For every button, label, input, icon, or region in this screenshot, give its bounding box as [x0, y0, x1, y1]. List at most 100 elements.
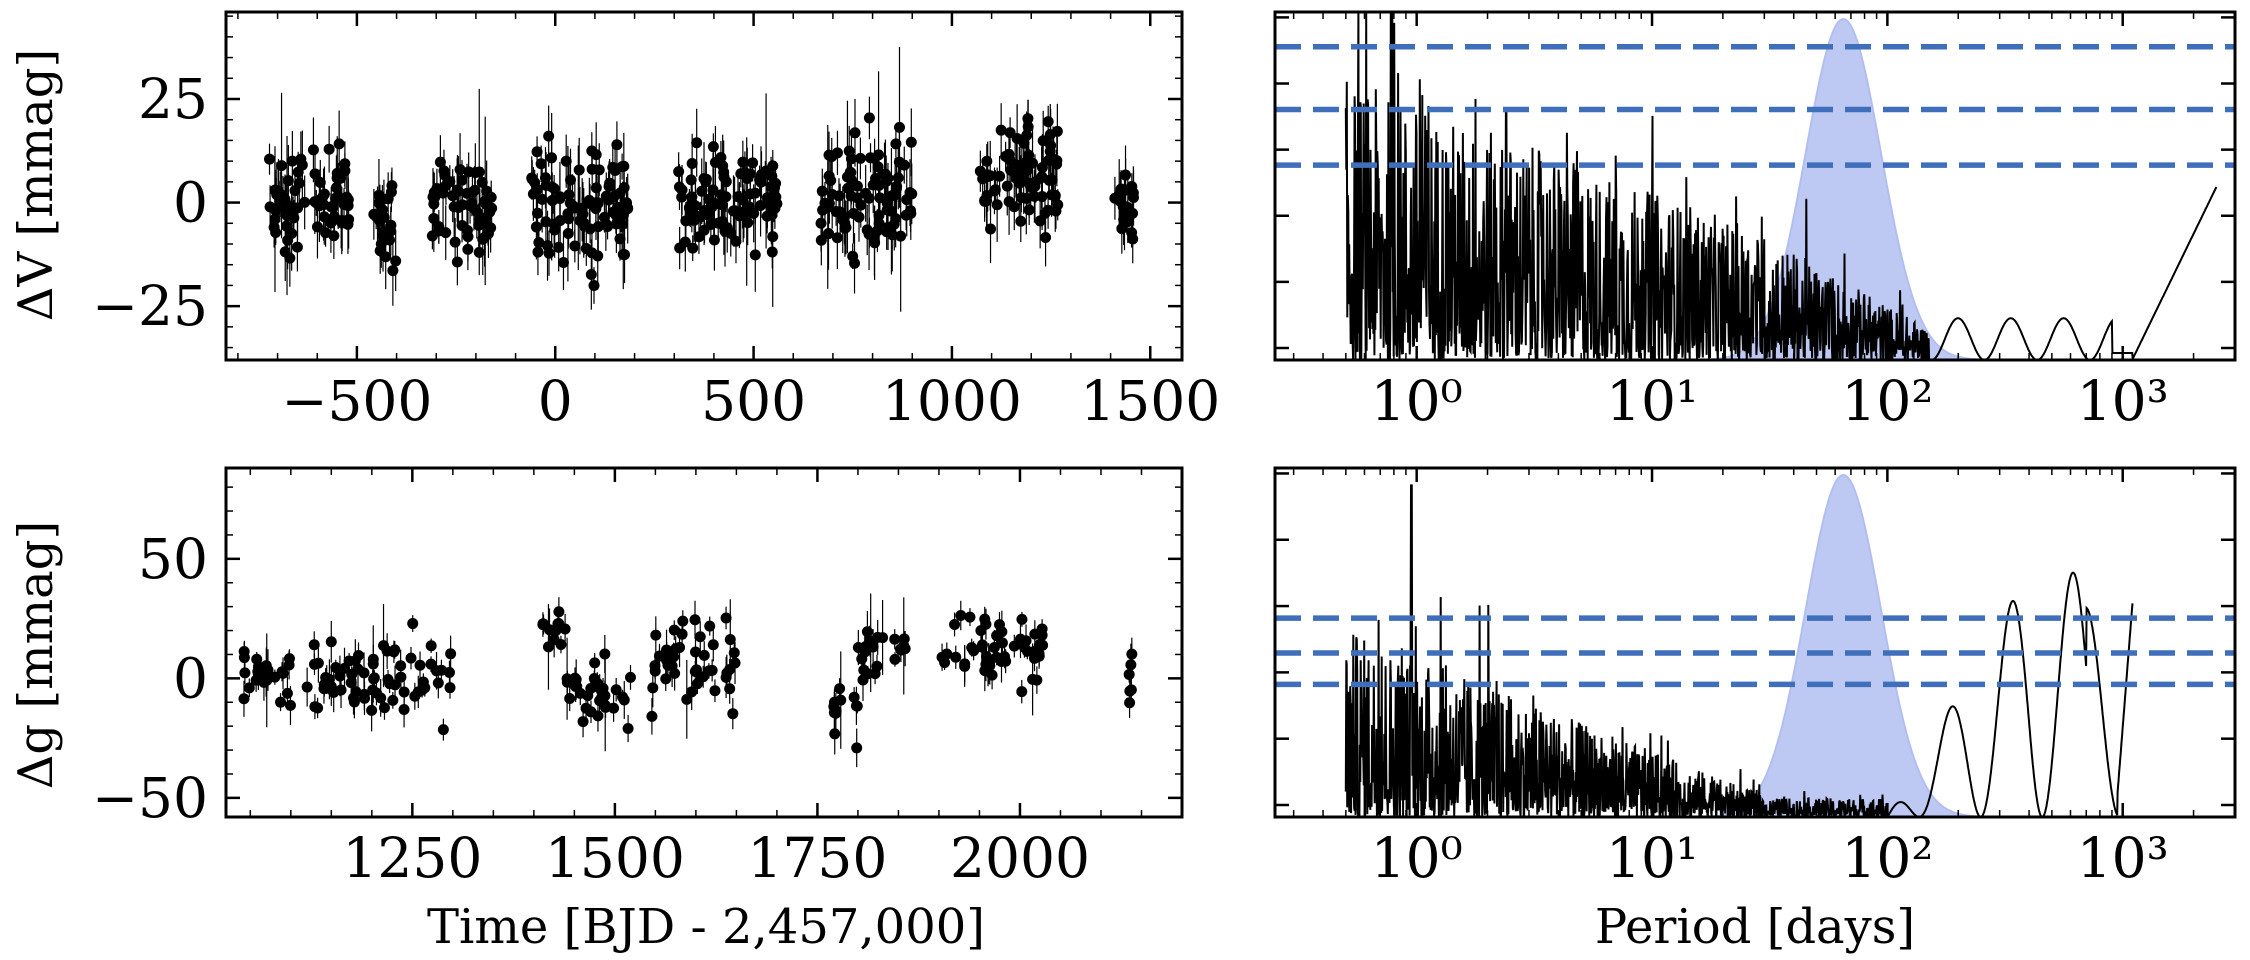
data-point: [272, 185, 284, 197]
data-point: [243, 682, 255, 694]
data-point: [299, 196, 311, 208]
data-point: [727, 708, 739, 720]
data-point: [886, 190, 898, 202]
data-point: [707, 141, 719, 153]
data-point: [823, 149, 835, 161]
data-point: [553, 241, 565, 253]
data-point: [845, 167, 857, 179]
data-point: [979, 665, 991, 677]
data-point: [654, 650, 666, 662]
data-point: [594, 682, 606, 694]
data-point: [889, 633, 901, 645]
data-point: [432, 677, 444, 689]
x-axis-label-time: Time [BJD - 2,457,000]: [427, 899, 985, 955]
data-point: [847, 250, 859, 262]
data-point: [437, 724, 449, 736]
data-point: [448, 201, 460, 213]
data-point: [684, 203, 696, 215]
x-tick-label: 1500: [1080, 369, 1220, 433]
data-point: [345, 677, 357, 689]
data-point: [309, 701, 321, 713]
prior-distribution: [1678, 17, 2009, 360]
data-point: [975, 625, 987, 637]
data-point: [580, 243, 592, 255]
y-tick-label: 50: [138, 527, 208, 591]
data-point: [669, 667, 681, 679]
data-point: [1046, 174, 1058, 186]
data-point: [549, 224, 561, 236]
x-tick-label: 0: [538, 369, 573, 433]
data-point: [608, 191, 620, 203]
data-point: [600, 190, 612, 202]
data-point: [834, 206, 846, 218]
data-point: [618, 160, 630, 172]
data-point: [847, 208, 859, 220]
data-point: [366, 704, 378, 716]
data-point: [1037, 135, 1049, 147]
data-point: [768, 182, 780, 194]
data-point: [767, 231, 779, 243]
data-point: [281, 687, 293, 699]
x-tick-label: 2000: [950, 826, 1090, 890]
data-point: [749, 187, 761, 199]
data-point: [681, 693, 693, 705]
data-point: [288, 212, 300, 224]
data-point: [307, 144, 319, 156]
data-point: [381, 645, 393, 657]
data-point: [717, 160, 729, 172]
data-point: [542, 240, 554, 252]
data-point: [1034, 215, 1046, 227]
x-tick-label: 10²: [1841, 826, 1933, 890]
data-point: [1036, 191, 1048, 203]
data-point: [1033, 650, 1045, 662]
data-point: [865, 152, 877, 164]
data-point: [252, 661, 264, 673]
data-point: [1120, 169, 1132, 181]
data-point: [540, 216, 552, 228]
data-point: [530, 221, 542, 233]
data-point: [737, 194, 749, 206]
data-point: [1022, 113, 1034, 125]
panel-top-right: 10⁰ 10¹ 10² 10³: [1273, 10, 2237, 433]
data-point: [264, 153, 276, 165]
data-point: [650, 629, 662, 641]
data-point: [308, 639, 320, 651]
data-point: [749, 249, 761, 261]
data-point: [976, 641, 988, 653]
axes-frame: [224, 466, 1184, 819]
data-point: [1040, 231, 1052, 243]
data-point: [1008, 640, 1020, 652]
data-point: [593, 164, 605, 176]
data-point: [378, 226, 390, 238]
data-point: [590, 182, 602, 194]
data-point: [543, 130, 555, 142]
data-point: [275, 696, 287, 708]
data-point: [412, 686, 424, 698]
data-point: [747, 157, 759, 169]
data-point: [296, 159, 308, 171]
data-point: [721, 222, 733, 234]
data-point: [668, 624, 680, 636]
data-point: [941, 648, 953, 660]
data-point: [906, 188, 918, 200]
data-point: [1047, 153, 1059, 165]
x-tick-label: 10²: [1841, 369, 1933, 433]
x-tick-label: 1000: [882, 369, 1022, 433]
data-point: [445, 648, 457, 660]
data-point: [720, 612, 732, 624]
data-point: [670, 643, 682, 655]
data-point: [698, 649, 710, 661]
data-point: [588, 279, 600, 291]
data-point: [882, 221, 894, 233]
data-point: [760, 165, 772, 177]
data-point: [690, 646, 702, 658]
data-point: [276, 160, 288, 172]
data-point: [607, 161, 619, 173]
data-point: [373, 189, 385, 201]
x-tick-label: 10³: [2077, 369, 2169, 433]
data-point: [428, 186, 440, 198]
x-tick-label: 10³: [2077, 826, 2169, 890]
data-point: [612, 201, 624, 213]
data-point: [981, 651, 993, 663]
